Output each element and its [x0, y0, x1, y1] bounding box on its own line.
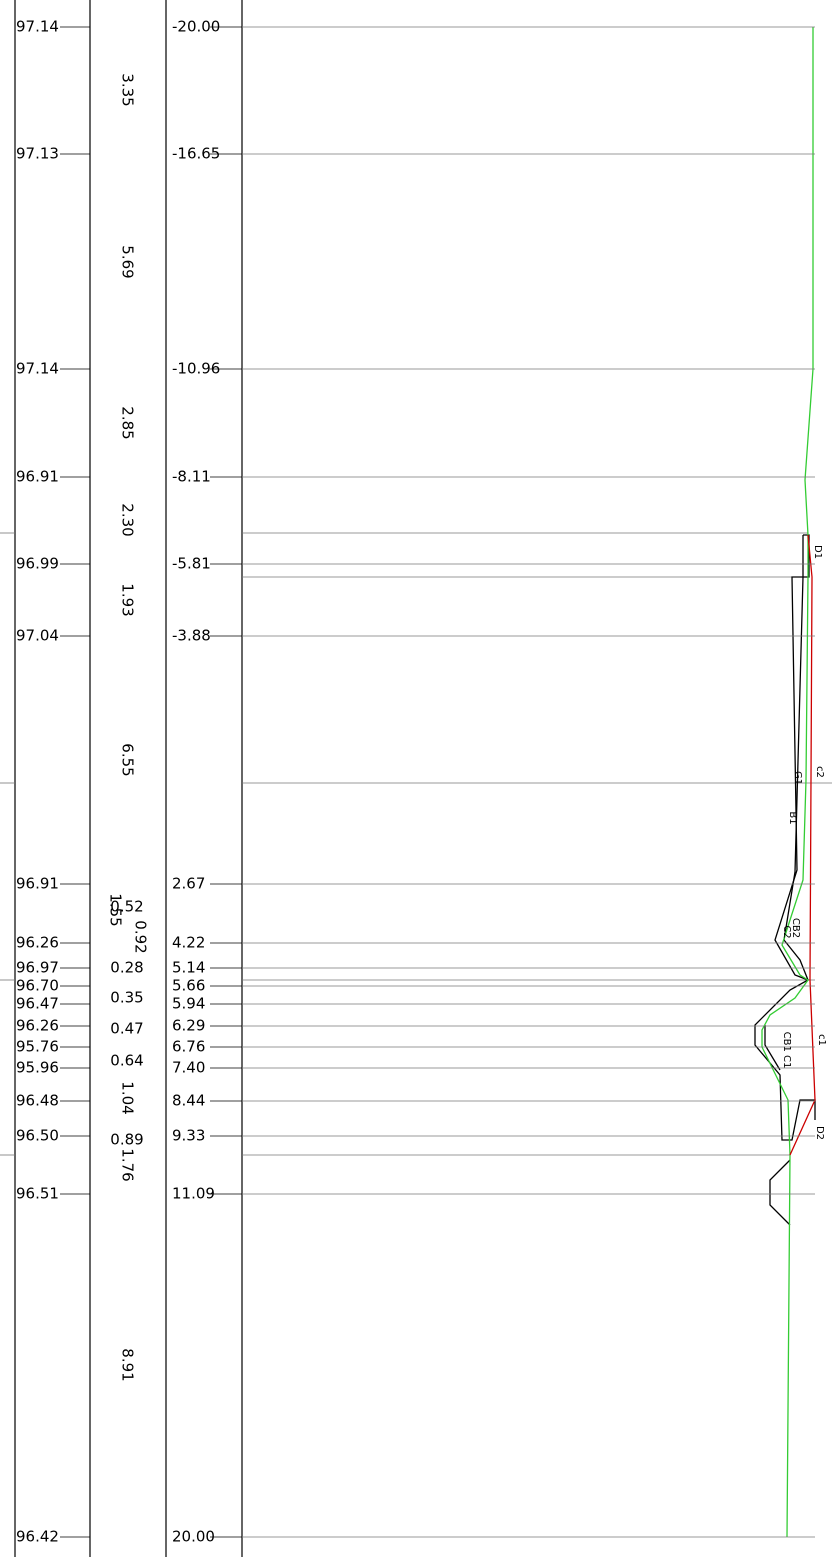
segment-length: 1.93	[119, 583, 137, 616]
offset: 5.66	[172, 977, 205, 995]
offset: 6.76	[172, 1038, 205, 1056]
elevation: 96.70	[16, 977, 59, 995]
elevation: 96.26	[16, 1017, 59, 1035]
elevation: 97.14	[16, 360, 59, 378]
offset: 8.44	[172, 1092, 205, 1110]
profile-label: c2	[814, 766, 825, 778]
elevation: 96.48	[16, 1092, 59, 1110]
stations: 97.14 -20.00 97.13 -16.65 97.14 -10.96 96.91 -8…	[16, 18, 815, 1546]
profile-label: CB1 C1	[781, 1032, 792, 1069]
elevation: 96.47	[16, 995, 59, 1013]
elevation: 96.26	[16, 934, 59, 952]
segment-length: 6.55	[119, 743, 137, 776]
elevation: 97.04	[16, 627, 59, 645]
segment-length: 0.52	[110, 898, 143, 916]
offset: -20.00	[172, 18, 220, 36]
profile-label: c1	[816, 1034, 827, 1046]
segment-length: 0.35	[110, 989, 143, 1007]
offset: 4.22	[172, 934, 205, 952]
profile-label: D2	[814, 1126, 825, 1140]
profile-label: G1	[792, 771, 803, 785]
segment-length: 2.85	[119, 406, 137, 439]
elevation: 96.97	[16, 959, 59, 977]
segment-length: 0.28	[110, 959, 143, 977]
elevation: 95.76	[16, 1038, 59, 1056]
offset: 7.40	[172, 1059, 205, 1077]
segment-length: 8.91	[119, 1348, 137, 1381]
segment-length: 0.92	[132, 920, 150, 953]
elevation: 96.91	[16, 468, 59, 486]
segment-length: 0.47	[110, 1020, 143, 1038]
segment-length: 1.55	[107, 893, 125, 926]
profile-label: B1	[787, 811, 798, 824]
elevation: 95.96	[16, 1059, 59, 1077]
segment-length: 2.30	[119, 503, 137, 536]
offset: -10.96	[172, 360, 220, 378]
elevation: 96.91	[16, 875, 59, 893]
segments: 3.35 5.69 2.85 2.30 1.93 6.55 1.550.52 0.92 0.28…	[107, 73, 150, 1381]
offset: -3.88	[172, 627, 211, 645]
offset: 9.33	[172, 1127, 205, 1145]
segment-length: 5.69	[119, 245, 137, 278]
offset: 5.94	[172, 995, 205, 1013]
extra-grid	[0, 532, 832, 1156]
offset: 6.29	[172, 1017, 205, 1035]
elevation: 97.14	[16, 18, 59, 36]
elevation: 97.13	[16, 145, 59, 163]
elevation: 96.50	[16, 1127, 59, 1145]
offset: 5.14	[172, 959, 205, 977]
column-borders	[14, 0, 243, 1557]
offset: -8.11	[172, 468, 211, 486]
elevation: 96.99	[16, 555, 59, 573]
elevation: 96.51	[16, 1185, 59, 1203]
offset: 2.67	[172, 875, 205, 893]
profile-label: C2	[781, 925, 792, 938]
segment-length: 1.04	[119, 1081, 137, 1114]
segment-length: 1.76	[119, 1148, 137, 1181]
profile-label: CB2	[790, 918, 801, 938]
profile	[754, 27, 816, 1538]
offset: -5.81	[172, 555, 211, 573]
segment-length: 0.89	[110, 1131, 143, 1149]
offset: 11.09	[172, 1185, 215, 1203]
elevation: 96.42	[16, 1528, 59, 1546]
offset: 20.00	[172, 1528, 215, 1546]
profile-label: D1	[812, 545, 823, 559]
offset: -16.65	[172, 145, 220, 163]
segment-length: 3.35	[119, 73, 137, 106]
segment-length: 0.64	[110, 1052, 143, 1070]
